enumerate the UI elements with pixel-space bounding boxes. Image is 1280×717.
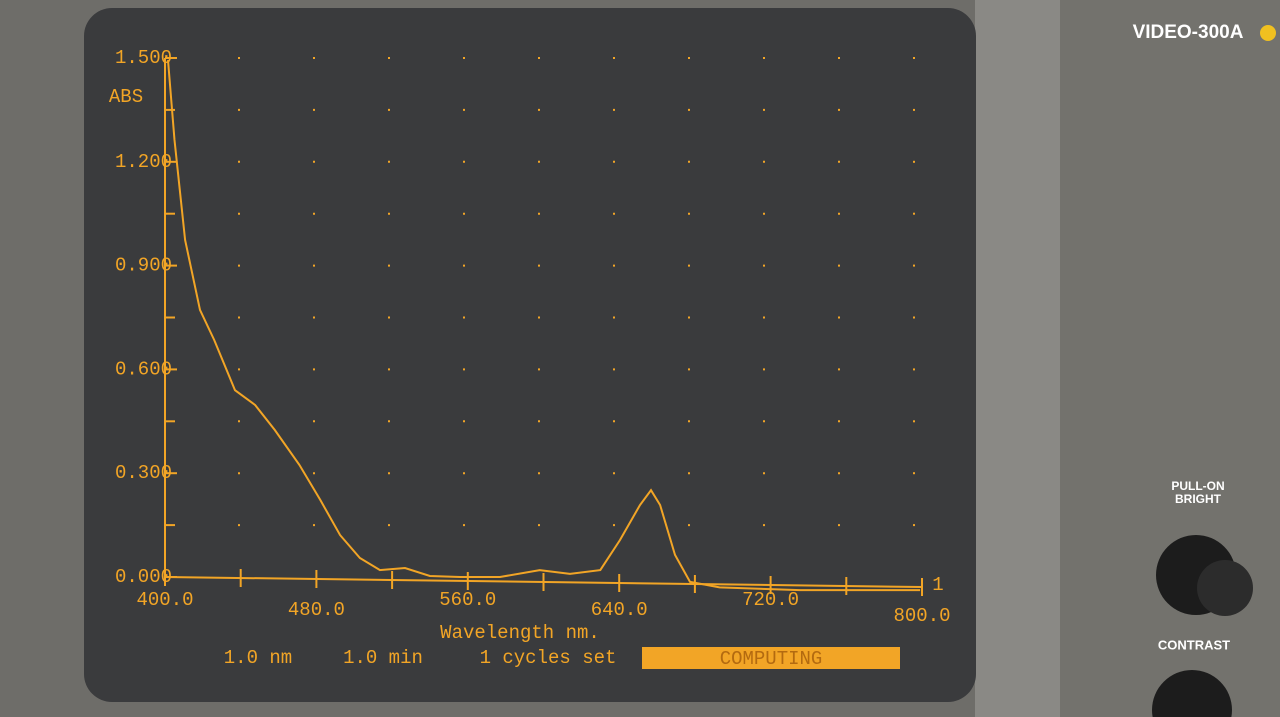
screen <box>84 8 976 702</box>
x-axis-title: Wavelength nm. <box>440 622 600 644</box>
x-tick-label: 800.0 <box>893 605 950 627</box>
model-label: VIDEO-300A <box>1133 22 1244 43</box>
y-tick-label: 1.200 <box>115 151 172 173</box>
x-tick-label: 720.0 <box>742 589 799 611</box>
bright-label: PULL-ON <box>1171 479 1224 493</box>
end-marker: 1 <box>932 574 943 596</box>
y-unit: ABS <box>109 86 143 108</box>
x-tick-label: 560.0 <box>439 589 496 611</box>
y-tick-label: 1.500 <box>115 47 172 69</box>
spectrum-line <box>167 60 921 592</box>
status-text: 1 cycles set <box>480 647 617 669</box>
bezel-edge <box>975 0 1060 717</box>
status-text: 1.0 min <box>343 647 423 669</box>
bright-knob-shaft <box>1197 560 1253 616</box>
y-tick-label: 0.000 <box>115 566 172 588</box>
x-tick-label: 640.0 <box>591 599 648 621</box>
contrast-knob[interactable] <box>1152 670 1232 717</box>
contrast-label: CONTRAST <box>1158 637 1230 652</box>
y-tick-label: 0.900 <box>115 255 172 277</box>
status-bar <box>642 647 900 669</box>
side-panel <box>1060 0 1280 717</box>
x-tick-label: 480.0 <box>288 599 345 621</box>
y-tick-label: 0.600 <box>115 358 172 380</box>
x-tick-label: 400.0 <box>136 589 193 611</box>
status-text: COMPUTING <box>720 648 823 670</box>
y-tick-label: 0.300 <box>115 462 172 484</box>
bright-label: BRIGHT <box>1175 492 1222 506</box>
power-lamp <box>1260 25 1276 41</box>
status-text: 1.0 nm <box>224 647 292 669</box>
